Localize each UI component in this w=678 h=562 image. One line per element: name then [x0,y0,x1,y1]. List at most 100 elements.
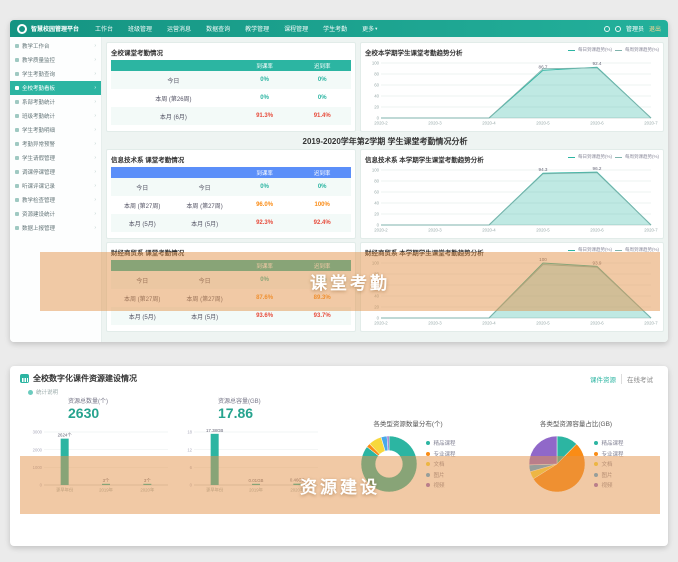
table-value-cell: 96.0% [256,202,274,208]
sidebar-item-7[interactable]: 考勤异常预警 › [10,137,101,151]
svg-text:2020-5: 2020-5 [536,321,550,326]
table-row: 本周 (第26周) 0% 0% [111,89,351,107]
panel-title: 信息技术系 本学期学生课堂考勤趋势分析 [365,157,484,164]
nav-item-2[interactable]: 运营消息 [167,27,192,33]
svg-text:20: 20 [374,212,379,217]
table-value-cell: 91.3% [256,113,274,119]
table-label-cell: 本月 (5月) [191,221,219,228]
note-dot-icon [28,389,33,395]
sidebar-item-label: 教学质量监控 [22,58,56,64]
table-row: 本周 (第27周) 本周 (第27周) 96.0% 100% [111,196,351,214]
sidebar-item-12[interactable]: 资源建设统计 › [10,207,101,221]
legend-label: 每日到课趋势(%) [578,154,612,159]
sidebar-item-9[interactable]: 调课停课管理 › [10,165,101,179]
attendance-table: 到课率 迟到率 今日 0% 0% 本周 (第26周) 0% 0% 本月 (6月) 91.3% 91.… [111,60,351,125]
table-value-cell: 92.4% [313,220,331,226]
legend-label: 每周到课趋势(%) [625,247,659,252]
resource-size-stat: 资源总容量(GB) 17.86 [174,396,324,422]
dept1-attendance-table-panel: 信息技术系 课堂考勤情况 到课率 迟到率 今日 今日 0% 0% 本周 (第27周) 本周 (… [106,149,356,239]
sidebar-item-label: 全校考勤看板 [22,86,56,92]
sidebar-item-13[interactable]: 数据上报管理 › [10,221,101,235]
svg-text:12: 12 [187,447,192,452]
dept1-trend-panel: 信息技术系 本学期学生课堂考勤趋势分析 每日到课趋势(%) 每周到课趋势(%) … [360,149,664,239]
sidebar-item-6[interactable]: 学生考勤明细 › [10,123,101,137]
nav-item-3[interactable]: 数据查询 [206,27,231,33]
sidebar-item-3[interactable]: 全校考勤看板 › [10,81,101,95]
nav-item-7[interactable]: 更多 ▾ [362,25,378,34]
table-label-cell: 本周 (第27周) [124,203,161,210]
stat-label: 资源总数量(个) [68,399,108,405]
header-actions: 管理员 退出 [603,24,661,33]
tab-courseware[interactable]: 课件资源 [590,376,616,384]
sidebar-item-10[interactable]: 听课评课记录 › [10,179,101,193]
sidebar-item-label: 调课停课管理 [22,170,56,176]
nav-item-5[interactable]: 课程管理 [284,27,309,33]
chevron-right-icon: › [94,197,96,203]
logout-link[interactable]: 退出 [648,27,661,33]
legend-dot-icon [594,441,599,445]
legend-marker-weekly-icon [615,249,622,251]
svg-text:2020-5: 2020-5 [536,228,550,233]
nav-item-1[interactable]: 班级管理 [128,27,153,33]
user-name: 管理员 [625,27,644,33]
semester-title: 2019-2020学年第2学期 学生课堂考勤情况分析 [302,137,468,146]
table-row: 今日 今日 0% 0% [111,178,351,196]
sidebar-item-1[interactable]: 教学质量监控 › [10,53,101,67]
sidebar-item-4[interactable]: 系部考勤统计 › [10,95,101,109]
sidebar-item-2[interactable]: 学生考勤查询 › [10,67,101,81]
svg-text:94.3: 94.3 [539,167,548,172]
tab-online-exam[interactable]: 在线考试 [621,373,658,384]
sidebar-item-11[interactable]: 教学检查管理 › [10,193,101,207]
svg-text:2020-3: 2020-3 [428,321,442,326]
resources-overlay: 资源建设 [20,456,660,514]
svg-text:2020-4: 2020-4 [482,121,496,126]
app-title: 智慧校园管理平台 [31,27,80,33]
table-header-cell [173,167,236,178]
app-logo-icon [17,23,27,34]
svg-text:40: 40 [374,94,379,99]
sidebar-item-label: 教学工作台 [22,44,50,50]
sidebar-item-0[interactable]: 教学工作台 › [10,39,101,53]
menu-icon [15,86,19,90]
legend-marker-daily-icon [568,156,575,158]
table-row: 本月 (5月) 本月 (5月) 93.6% 93.7% [111,307,351,325]
resources-tabs: 课件资源 在线考试 [585,373,658,384]
dept1-attendance-table: 到课率 迟到率 今日 今日 0% 0% 本周 (第27周) 本周 (第27周) 96.0% 100… [111,167,351,232]
school-trend-panel: 全校本学期学生课堂考勤趋势分析 每日到课趋势(%) 每周到课趋势(%) 0 20 4… [360,42,664,132]
svg-text:2020-3: 2020-3 [428,228,442,233]
svg-text:2020-2: 2020-2 [374,228,388,233]
notification-icon[interactable] [603,25,610,32]
chart-legend: 每日到课趋势(%) 每周到课趋势(%) [568,47,659,53]
legend-marker-weekly-icon [615,156,622,158]
legend-marker-daily-icon [568,49,575,51]
chevron-right-icon: › [94,113,96,119]
menu-icon [15,184,19,188]
svg-text:2020-6: 2020-6 [590,228,604,233]
nav-item-4[interactable]: 教学管理 [245,27,270,33]
sidebar-item-label: 数据上报管理 [22,226,56,232]
legend-label: 专业课程 [601,451,624,458]
sidebar-item-5[interactable]: 班级考勤统计 › [10,109,101,123]
svg-text:80: 80 [374,179,379,184]
svg-text:60: 60 [374,83,379,88]
chevron-right-icon: › [94,71,96,77]
svg-text:2020-6: 2020-6 [590,321,604,326]
legend-dot-icon [426,451,431,456]
nav-item-0[interactable]: 工作台 [95,27,114,33]
table-header-cell: 迟到率 [293,167,351,178]
chevron-right-icon: › [94,43,96,49]
note-label: 统计说明 [36,390,59,396]
menu-icon [15,198,19,202]
resources-header: 全校数字化课件资源建设情况 课件资源 在线考试 [10,366,668,386]
legend-marker-daily-icon [568,249,575,251]
table-row: 今日 0% 0% [111,71,351,89]
nav-item-6[interactable]: 学生考勤 [323,27,348,33]
table-label-cell: 本周 (第27周) [186,203,223,210]
svg-text:2020-2: 2020-2 [374,121,388,126]
resources-title: 全校数字化课件资源建设情况 [33,374,137,383]
sidebar-item-label: 班级考勤统计 [22,114,56,120]
menu-icon [15,156,19,160]
sidebar-item-8[interactable]: 学生请假管理 › [10,151,101,165]
panel-title: 全校课堂考勤情况 [111,50,163,57]
settings-icon[interactable] [614,25,621,32]
